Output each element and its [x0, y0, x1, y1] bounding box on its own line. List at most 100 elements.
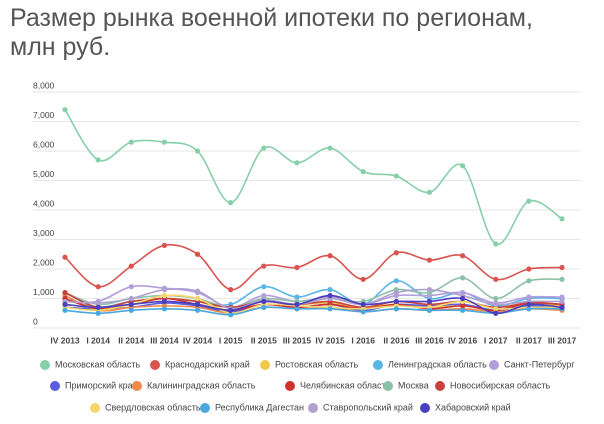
y-tick-label: 3,000 — [33, 228, 55, 238]
point — [393, 278, 399, 284]
legend-swatch — [435, 381, 445, 391]
line — [64, 294, 563, 315]
legend-swatch — [200, 403, 210, 413]
point — [426, 287, 433, 293]
point — [128, 307, 134, 313]
series — [62, 107, 565, 247]
legend-item: Москва — [383, 380, 429, 391]
legend-item: Челябинская область — [285, 380, 391, 391]
x-tick-label: II 2015 — [251, 335, 277, 345]
legend-item: Санкт-Петербург — [489, 359, 575, 370]
legend-swatch — [383, 381, 393, 391]
point — [393, 250, 399, 256]
point — [360, 276, 366, 282]
x-tick-label: I 2017 — [484, 335, 508, 345]
point — [526, 294, 532, 300]
point — [493, 306, 499, 312]
point — [62, 254, 68, 260]
point — [559, 294, 565, 300]
point — [559, 304, 565, 310]
legend-label: Ростовская область — [275, 359, 358, 369]
x-tick-label: III 2014 — [150, 335, 179, 345]
point — [95, 300, 101, 306]
legend-swatch — [150, 360, 160, 370]
legend-label: Москва — [398, 380, 429, 390]
point — [228, 312, 234, 318]
point — [62, 290, 68, 296]
point — [327, 253, 333, 259]
y-tick-label: 2,000 — [33, 257, 55, 267]
point — [161, 242, 167, 248]
point — [327, 287, 333, 293]
point — [261, 298, 267, 305]
x-tick-label: I 2014 — [86, 335, 110, 345]
point — [62, 301, 68, 307]
legend-label: Свердловская область — [105, 402, 201, 412]
point — [294, 160, 300, 166]
point — [161, 287, 167, 293]
line — [64, 294, 563, 315]
point — [526, 306, 532, 312]
chart-title: Размер рынка военной ипотеки по регионам… — [10, 4, 533, 61]
legend-swatch — [260, 360, 270, 370]
point — [559, 298, 565, 305]
point — [228, 200, 234, 206]
y-tick-label: 1,000 — [33, 287, 55, 297]
line — [64, 109, 563, 245]
legend-label: Челябинская область — [300, 380, 391, 390]
point — [493, 301, 499, 307]
point — [327, 292, 333, 299]
point — [95, 310, 101, 316]
point — [460, 295, 466, 302]
line — [64, 244, 563, 291]
point — [95, 284, 101, 290]
point — [128, 139, 134, 145]
legend-item: Новосибирская область — [435, 380, 551, 391]
point — [194, 301, 201, 307]
legend-label: Московская область — [55, 359, 140, 369]
point — [194, 295, 201, 302]
point — [559, 264, 565, 271]
legend-swatch — [373, 360, 383, 370]
point — [559, 276, 565, 282]
legend-swatch — [420, 403, 430, 413]
legend-swatch — [50, 381, 60, 391]
point — [426, 307, 433, 313]
point — [460, 253, 466, 259]
point — [393, 298, 399, 305]
y-tick-label: 6,000 — [33, 139, 55, 149]
legend-swatch — [132, 381, 142, 391]
legend-item: Приморский край — [50, 380, 138, 391]
point — [360, 301, 366, 307]
legend-label: Ставропольский край — [323, 402, 413, 412]
y-tick-label: 7,000 — [33, 110, 55, 120]
x-tick-label: I 2016 — [351, 335, 375, 345]
legend-label: Приморский край — [65, 380, 138, 390]
point — [128, 295, 134, 302]
point — [161, 292, 167, 299]
point — [393, 173, 399, 179]
point — [526, 278, 532, 284]
point — [460, 307, 466, 313]
line — [64, 297, 563, 312]
point — [393, 306, 399, 312]
point — [493, 276, 499, 282]
point — [327, 145, 333, 151]
point — [95, 157, 101, 163]
point — [161, 298, 167, 305]
x-tick-label: IV 2013 — [50, 335, 80, 345]
point — [294, 306, 300, 312]
point — [294, 301, 300, 307]
point — [228, 307, 234, 313]
legend-swatch — [285, 381, 295, 391]
legend-label: Ленинградская область — [388, 359, 487, 369]
y-tick-label: 5,000 — [33, 169, 55, 179]
point — [194, 288, 201, 294]
x-tick-label: II 2016 — [383, 335, 409, 345]
legend-label: Хабаровский край — [435, 402, 511, 412]
point — [493, 310, 499, 316]
series — [62, 292, 565, 316]
point — [426, 189, 433, 195]
